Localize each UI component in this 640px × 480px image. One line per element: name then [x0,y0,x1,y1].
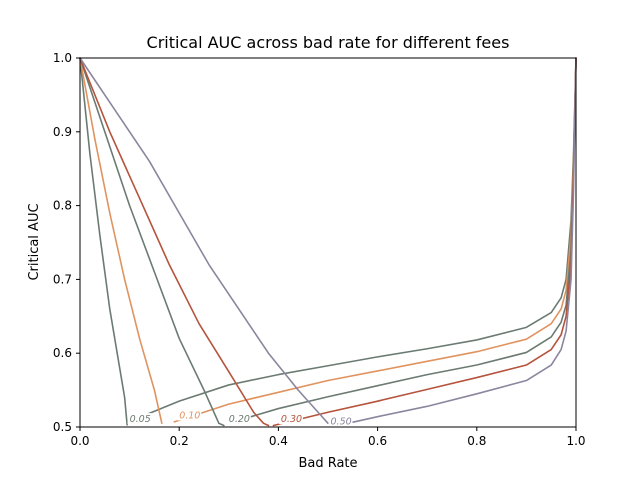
series-0_50-falling-line [79,57,329,425]
y-tick-label: 1.0 [53,51,72,65]
chart-title: Critical AUC across bad rate for differe… [147,33,510,52]
inline-label-3: 0.30 [281,414,302,425]
plot-frame [79,57,577,428]
inline-label-bg [226,413,251,425]
y-tick-label: 0.9 [53,125,72,139]
x-tick-label: 0.6 [368,434,387,448]
series-layer [79,57,577,427]
x-tick-label: 0.0 [70,434,89,448]
inline-label-2: 0.20 [229,414,250,425]
series-0_05-falling-line [79,57,128,426]
y-tick-label: 0.5 [53,420,72,434]
y-tick-label: 0.7 [53,272,72,286]
inline-label-4: 0.50 [331,416,352,427]
y-axis-label: Critical AUC [27,203,42,280]
x-axis-ticks: 0.0 0.2 0.4 0.6 0.8 1.0 [70,427,586,448]
inline-labels-layer: 0.05 0.10 0.20 0.30 0.50 [127,409,353,427]
series-0_10-rising-line [173,57,577,423]
x-tick-label: 0.8 [467,434,486,448]
inline-label-0: 0.05 [130,414,151,425]
series-0_30-falling-line [79,57,270,427]
y-tick-label: 0.6 [53,346,72,360]
inline-label-1: 0.10 [179,410,200,421]
series-0_05-rising-line [138,57,577,419]
series-0_10-falling-line [79,57,163,425]
series-0_50-rising-line [347,57,577,425]
y-tick-label: 0.8 [53,199,72,213]
y-axis-ticks: 0.5 0.6 0.7 0.8 0.9 1.0 [53,51,80,434]
inline-label-bg [127,413,152,425]
x-tick-label: 1.0 [566,434,585,448]
x-tick-label: 0.4 [269,434,288,448]
inline-label-bg [177,409,202,421]
x-tick-label: 0.2 [170,434,189,448]
inline-label-bg [278,413,303,425]
x-axis-label: Bad Rate [298,456,357,471]
series-0_30-rising-line [272,57,577,427]
series-0_20-falling-line [79,57,225,427]
inline-label-bg [328,415,353,427]
